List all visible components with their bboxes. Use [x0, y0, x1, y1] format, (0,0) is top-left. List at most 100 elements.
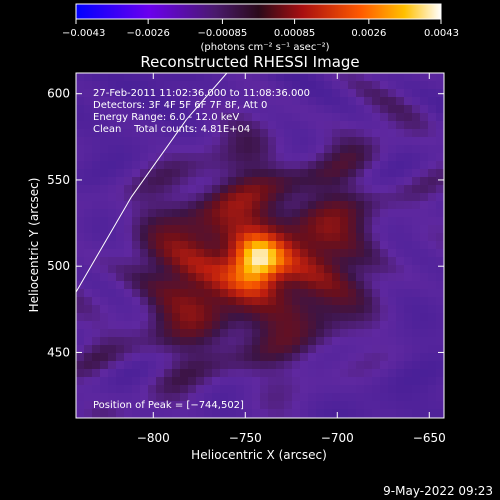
heatmap-cell [308, 121, 317, 130]
heatmap-cell [84, 217, 93, 226]
heatmap-cell [164, 361, 173, 370]
heatmap-cell [116, 337, 125, 346]
heatmap-cell [276, 257, 285, 266]
heatmap-cell [348, 329, 357, 338]
heatmap-cell [372, 193, 381, 202]
heatmap-cell [196, 129, 205, 138]
heatmap-cell [228, 121, 237, 130]
heatmap-cell [180, 353, 189, 362]
heatmap-cell [212, 361, 221, 370]
colorbar-tick-label: −0.00085 [198, 28, 248, 39]
heatmap-cell [268, 345, 277, 354]
heatmap-cell [84, 145, 93, 154]
heatmap-cell [404, 145, 413, 154]
heatmap-cell [340, 121, 349, 130]
heatmap-cell [388, 177, 397, 186]
heatmap-cell [100, 265, 109, 274]
heatmap-cell [228, 401, 237, 410]
x-tick-label: −700 [321, 431, 354, 445]
heatmap-cell [252, 73, 261, 82]
heatmap-cell [92, 225, 101, 234]
heatmap-cell [244, 393, 253, 402]
heatmap-cell [428, 241, 437, 250]
heatmap-cell [412, 385, 421, 394]
heatmap-cell [172, 241, 181, 250]
heatmap-cell [220, 273, 229, 282]
heatmap-cell [116, 321, 125, 330]
heatmap-cell [308, 337, 317, 346]
heatmap-cell [196, 321, 205, 330]
heatmap-cell [340, 329, 349, 338]
heatmap-cell [396, 353, 405, 362]
heatmap-cell [276, 209, 285, 218]
heatmap-cell [108, 129, 117, 138]
heatmap-cell [132, 241, 141, 250]
heatmap-cell [244, 385, 253, 394]
heatmap-cell [108, 81, 117, 90]
heatmap-cell [364, 233, 373, 242]
heatmap-cell [356, 169, 365, 178]
heatmap-cell [412, 169, 421, 178]
heatmap-cell [124, 329, 133, 338]
heatmap-cell [84, 329, 93, 338]
heatmap-cell [252, 385, 261, 394]
heatmap-cell [196, 169, 205, 178]
heatmap-cell [132, 273, 141, 282]
heatmap-cell [244, 129, 253, 138]
heatmap-cell [76, 161, 85, 170]
heatmap-cell [100, 113, 109, 122]
heatmap-cell [364, 201, 373, 210]
heatmap-cell [252, 177, 261, 186]
heatmap-cell [236, 377, 245, 386]
heatmap-cell [140, 185, 149, 194]
heatmap-cell [108, 193, 117, 202]
heatmap-cell [260, 353, 269, 362]
heatmap-cell [356, 137, 365, 146]
heatmap-cell [308, 97, 317, 106]
heatmap-cell [180, 121, 189, 130]
heatmap-cell [228, 225, 237, 234]
heatmap-cell [268, 153, 277, 162]
heatmap-cell [108, 337, 117, 346]
heatmap-cell [324, 329, 333, 338]
heatmap-cell [76, 177, 85, 186]
heatmap-cell [332, 249, 341, 258]
heatmap-cell [228, 249, 237, 258]
heatmap-cell [316, 289, 325, 298]
heatmap-cell [268, 289, 277, 298]
heatmap-cell [396, 273, 405, 282]
heatmap-cell [212, 137, 221, 146]
heatmap-cell [316, 305, 325, 314]
heatmap-cell [124, 393, 133, 402]
heatmap-cell [300, 121, 309, 130]
heatmap-cell [276, 313, 285, 322]
heatmap-cell [268, 233, 277, 242]
heatmap-cell [340, 185, 349, 194]
heatmap-cell [188, 145, 197, 154]
heatmap-cell [380, 297, 389, 306]
heatmap-cell [404, 169, 413, 178]
heatmap-cell [236, 361, 245, 370]
heatmap-cell [324, 321, 333, 330]
heatmap-cell [380, 305, 389, 314]
heatmap-cell [364, 337, 373, 346]
heatmap-cell [252, 249, 261, 258]
heatmap-cell [196, 393, 205, 402]
heatmap-cell [396, 73, 405, 82]
heatmap-cell [124, 113, 133, 122]
heatmap-cell [148, 289, 157, 298]
heatmap-cell [204, 401, 213, 410]
heatmap-cell [420, 369, 429, 378]
heatmap-cell [404, 321, 413, 330]
heatmap-cell [268, 281, 277, 290]
heatmap-cell [388, 329, 397, 338]
heatmap-cell [396, 329, 405, 338]
heatmap-cell [356, 297, 365, 306]
heatmap-cell [372, 185, 381, 194]
heatmap-cell [380, 241, 389, 250]
heatmap-cell [236, 201, 245, 210]
heatmap-cell [244, 377, 253, 386]
heatmap-cell [164, 201, 173, 210]
heatmap-cell [380, 249, 389, 258]
heatmap-cell [124, 81, 133, 90]
